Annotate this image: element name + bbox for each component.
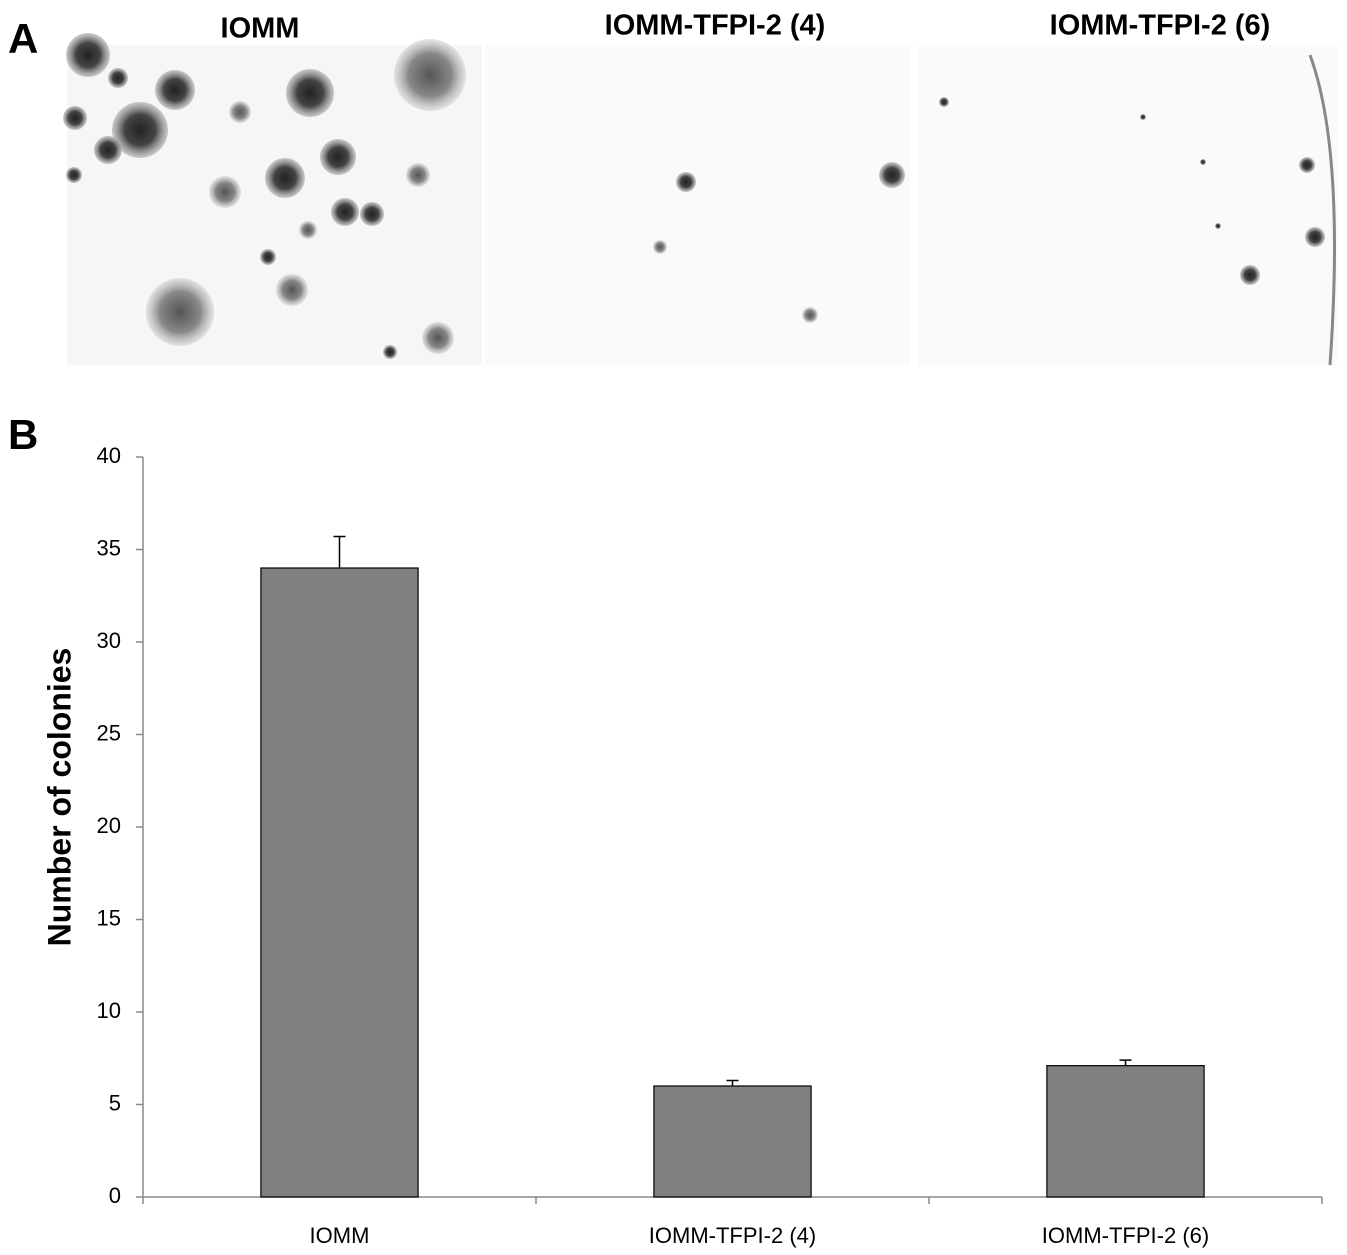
panel-letter: A bbox=[8, 15, 38, 62]
y-tick-label: 40 bbox=[97, 443, 121, 468]
colony-image bbox=[63, 33, 482, 365]
y-tick-label: 10 bbox=[97, 998, 121, 1023]
y-tick-label: 20 bbox=[97, 813, 121, 838]
x-tick-label: IOMM-TFPI-2 (4) bbox=[649, 1223, 816, 1248]
y-tick-label: 25 bbox=[97, 720, 121, 745]
image-title: IOMM-TFPI-2 (6) bbox=[1050, 10, 1271, 42]
colony-image bbox=[918, 45, 1337, 366]
error-bar bbox=[726, 1079, 739, 1086]
y-tick-label: 0 bbox=[109, 1183, 121, 1208]
y-axis-title: Number of colonies bbox=[41, 648, 77, 947]
colony-image bbox=[485, 45, 910, 365]
panel-letter: B bbox=[8, 411, 38, 458]
bar bbox=[653, 1085, 812, 1198]
x-tick-label: IOMM-TFPI-2 (6) bbox=[1042, 1223, 1209, 1248]
image-title: IOMM bbox=[221, 13, 300, 45]
image-title: IOMM-TFPI-2 (4) bbox=[605, 10, 826, 42]
bar bbox=[1046, 1065, 1205, 1198]
y-tick-label: 35 bbox=[97, 535, 121, 560]
bar bbox=[260, 567, 419, 1198]
y-tick-label: 30 bbox=[97, 628, 121, 653]
error-bar bbox=[333, 535, 346, 568]
y-tick-label: 5 bbox=[109, 1090, 121, 1115]
y-tick-label: 15 bbox=[97, 905, 121, 930]
error-bar bbox=[1119, 1059, 1132, 1066]
x-tick-label: IOMM bbox=[310, 1223, 370, 1248]
